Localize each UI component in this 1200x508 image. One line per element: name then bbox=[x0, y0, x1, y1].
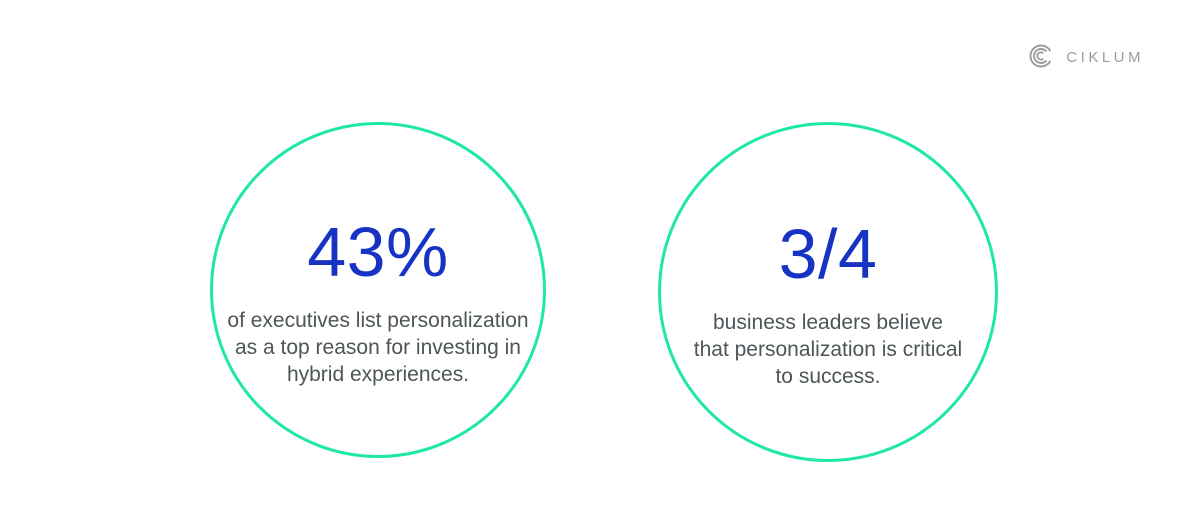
ciklum-concentric-c-icon bbox=[1029, 44, 1052, 68]
stat-description: business leaders believe that personaliz… bbox=[693, 310, 963, 388]
ciklum-logo: CIKLUM bbox=[1027, 42, 1144, 70]
stat-value: 43% bbox=[307, 212, 449, 291]
stat-circle-personalization-critical: 3/4 business leaders believe that person… bbox=[658, 122, 998, 462]
stat-value: 3/4 bbox=[778, 214, 878, 293]
stat-circle-personalization-investment: 43% of executives list personalization a… bbox=[210, 122, 546, 458]
brand-name: CIKLUM bbox=[1066, 48, 1144, 66]
stat-description: of executives list personalization as a … bbox=[227, 308, 529, 386]
